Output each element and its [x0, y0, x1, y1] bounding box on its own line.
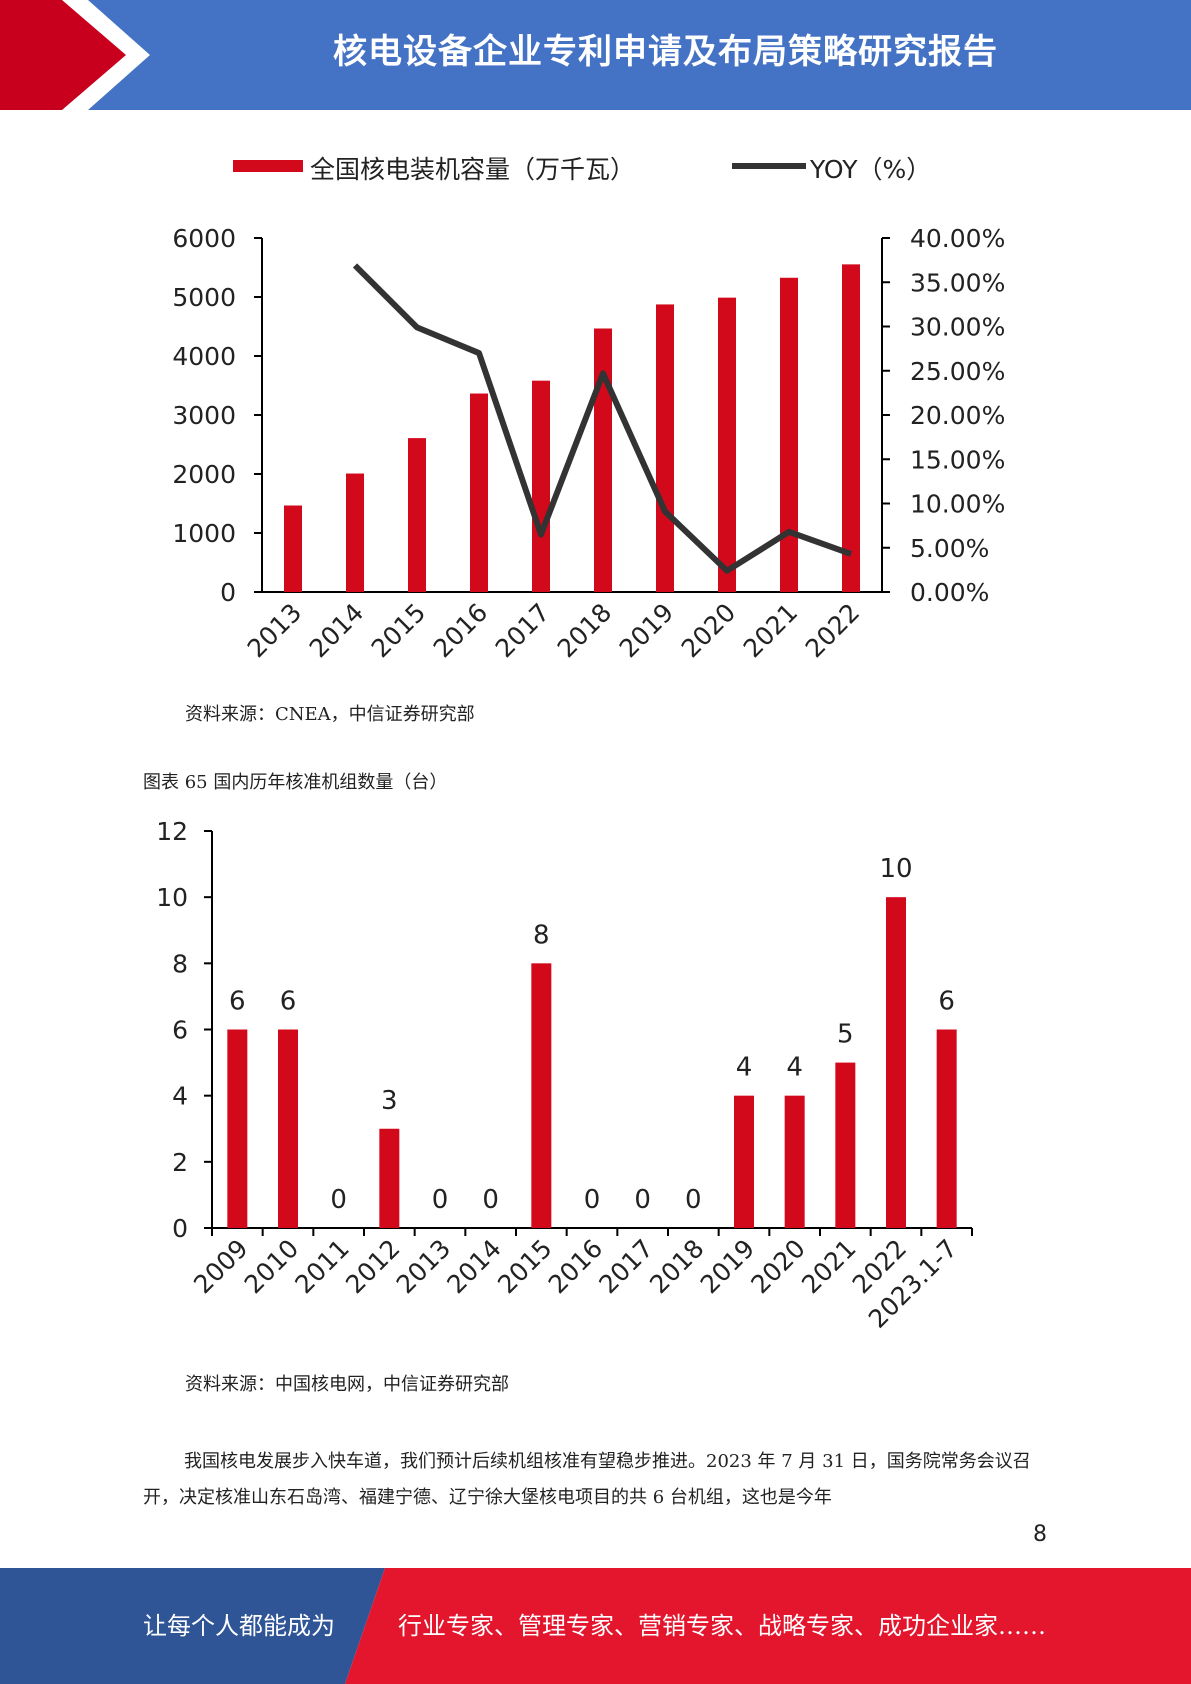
x-tick-label: 2010 — [239, 1234, 304, 1299]
bar-data-label: 0 — [634, 1185, 651, 1215]
bar-data-label: 3 — [381, 1086, 398, 1116]
left-tick-label: 5000 — [172, 283, 236, 312]
x-tick-label: 2019 — [695, 1234, 760, 1299]
x-tick-label: 2014 — [304, 598, 369, 663]
capacity-bar — [594, 328, 612, 592]
approval-bar — [936, 1029, 957, 1228]
chart1-source: 资料来源：CNEA，中信证券研究部 — [185, 704, 475, 725]
y-tick-label: 8 — [172, 949, 188, 978]
x-tick-label: 2015 — [492, 1234, 557, 1299]
capacity-bar — [656, 304, 674, 592]
bar-data-label: 0 — [685, 1185, 702, 1215]
legend-bar-swatch — [233, 160, 303, 172]
right-tick-label: 0.00% — [910, 578, 989, 607]
bar-data-label: 0 — [482, 1185, 499, 1215]
x-tick-label: 2012 — [340, 1234, 405, 1299]
bar-data-label: 6 — [280, 987, 297, 1017]
bar-data-label: 8 — [533, 920, 550, 950]
page-footer: 让每个人都能成为 行业专家、管理专家、营销专家、战略专家、成功企业家…… — [0, 1568, 1191, 1684]
approval-bar — [886, 897, 906, 1228]
approval-bar — [379, 1128, 400, 1228]
page-number: 8 — [1033, 1522, 1047, 1547]
x-tick-label: 2015 — [366, 598, 431, 663]
x-tick-label: 2020 — [676, 598, 741, 663]
capacity-bar — [284, 505, 302, 592]
bar-data-label: 6 — [938, 987, 955, 1017]
x-tick-label: 2011 — [289, 1234, 354, 1299]
right-tick-label: 10.00% — [910, 490, 1005, 519]
approval-bar — [278, 1029, 298, 1228]
approval-bar — [784, 1095, 805, 1228]
bar-data-label: 4 — [786, 1053, 803, 1083]
bar-data-label: 5 — [837, 1020, 854, 1050]
left-tick-label: 3000 — [172, 401, 236, 430]
chart2-caption: 图表 65 国内历年核准机组数量（台） — [143, 772, 448, 793]
right-tick-label: 35.00% — [910, 268, 1005, 297]
y-tick-label: 4 — [172, 1082, 188, 1111]
x-tick-label: 2021 — [796, 1234, 861, 1299]
capacity-bar — [718, 297, 736, 592]
legend-line-label: YOY（%） — [809, 155, 931, 184]
footer-slogan-left: 让每个人都能成为 — [143, 1612, 335, 1640]
x-tick-label: 2013 — [242, 598, 307, 663]
right-tick-label: 40.00% — [910, 224, 1005, 253]
right-tick-label: 25.00% — [910, 357, 1005, 386]
x-tick-label: 2022 — [800, 598, 865, 663]
page-title: 核电设备企业专利申请及布局策略研究报告 — [333, 32, 998, 72]
bar-data-label: 4 — [736, 1053, 753, 1083]
x-tick-label: 2016 — [543, 1234, 608, 1299]
chart2-source: 资料来源：中国核电网，中信证券研究部 — [185, 1374, 509, 1395]
capacity-bar — [532, 380, 550, 592]
footer-graphic — [0, 1568, 1191, 1684]
capacity-bar — [408, 438, 426, 592]
x-tick-label: 2017 — [593, 1234, 658, 1299]
y-tick-label: 10 — [156, 883, 188, 912]
approval-bar — [734, 1095, 754, 1228]
bar-data-label: 0 — [584, 1185, 601, 1215]
header-graphic — [0, 0, 1191, 110]
x-tick-label: 2016 — [428, 598, 493, 663]
legend-bar-label: 全国核电装机容量（万千瓦） — [310, 155, 635, 184]
header-arrow-icon — [0, 0, 126, 110]
x-tick-label: 2018 — [644, 1234, 709, 1299]
x-tick-label: 2019 — [614, 598, 679, 663]
yoy-line — [352, 263, 853, 574]
footer-slogan-right: 行业专家、管理专家、营销专家、战略专家、成功企业家…… — [398, 1612, 1046, 1640]
x-tick-label: 2018 — [552, 598, 617, 663]
x-tick-label: 2017 — [490, 598, 555, 663]
page-header: 核电设备企业专利申请及布局策略研究报告 — [0, 0, 1191, 110]
body-paragraph: 我国核电发展步入快车道，我们预计后续机组核准有望稳步推进。2023 年 7 月 … — [143, 1451, 1031, 1508]
bar-data-label: 10 — [879, 854, 912, 884]
approval-bar — [227, 1029, 248, 1228]
x-tick-label: 2013 — [391, 1234, 456, 1299]
right-tick-label: 5.00% — [910, 534, 989, 563]
left-tick-label: 0 — [220, 578, 236, 607]
left-tick-label: 4000 — [172, 342, 236, 371]
y-tick-label: 12 — [156, 817, 188, 846]
capacity-bar — [346, 473, 364, 592]
y-tick-label: 0 — [172, 1214, 188, 1243]
left-tick-label: 2000 — [172, 460, 236, 489]
bar-data-label: 0 — [432, 1185, 449, 1215]
bar-data-label: 6 — [229, 987, 246, 1017]
right-tick-label: 30.00% — [910, 313, 1005, 342]
capacity-bar — [842, 264, 860, 592]
y-tick-label: 6 — [172, 1016, 188, 1045]
left-tick-label: 6000 — [172, 224, 236, 253]
x-tick-label: 2021 — [738, 598, 803, 663]
x-tick-label: 2020 — [745, 1234, 810, 1299]
x-tick-label: 2014 — [441, 1234, 506, 1299]
approval-bar — [531, 963, 552, 1228]
y-tick-label: 2 — [172, 1148, 188, 1177]
capacity-bar — [780, 277, 798, 592]
x-tick-label: 2009 — [188, 1234, 253, 1299]
capacity-bar — [470, 393, 488, 592]
capacity-yoy-chart: 全国核电装机容量（万千瓦） YOY（%） 0 1000 2000 3000 4000 5000… — [172, 155, 1005, 663]
left-tick-label: 1000 — [172, 519, 236, 548]
right-tick-label: 15.00% — [910, 445, 1005, 474]
right-tick-label: 20.00% — [910, 401, 1005, 430]
approval-bar — [835, 1062, 856, 1228]
bar-data-label: 0 — [330, 1185, 347, 1215]
